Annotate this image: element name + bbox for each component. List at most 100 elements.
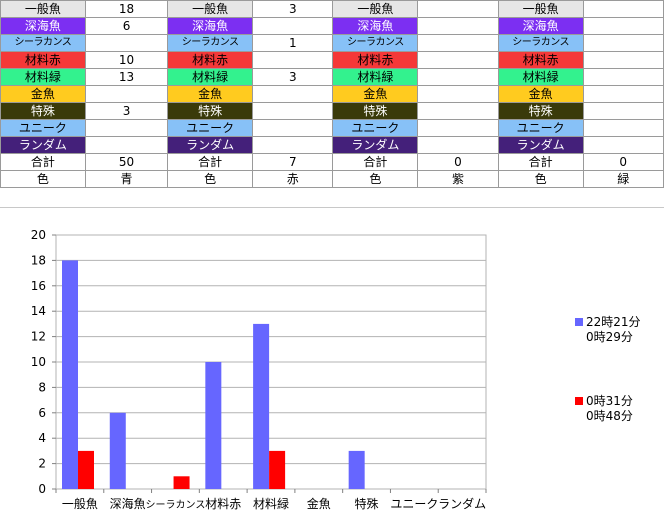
row-label-cell[interactable]: ランダム (332, 136, 419, 154)
value-cell[interactable]: 3 (252, 68, 334, 86)
value-cell[interactable] (417, 85, 499, 103)
value-cell[interactable] (84, 85, 169, 103)
row-label-cell[interactable]: 金魚 (0, 85, 86, 103)
row-label-cell[interactable]: 一般魚 (0, 0, 86, 18)
summary-table: 一般魚 18 一般魚 3 一般魚 一般魚 深海魚 6 深海魚 深海魚 深海魚 シーラカンス シーラカンス… (0, 0, 664, 188)
y-tick-label: 10 (31, 355, 46, 369)
chart-area: 0 2 4 6 8 10 12 14 16 18 20 一般魚 深海魚 シーラカンス 材料赤 材料緑 金魚 特殊ユ… (0, 207, 664, 519)
row-label-cell[interactable]: ランダム (497, 136, 584, 154)
row-label-cell[interactable]: 材料緑 (167, 68, 254, 86)
row-label-cell[interactable]: 色 (0, 170, 86, 188)
value-cell[interactable] (417, 136, 499, 154)
value-cell[interactable] (417, 34, 499, 52)
row-label-cell[interactable]: 深海魚 (497, 17, 584, 35)
row-label-cell[interactable]: 合計 (332, 153, 419, 171)
row-label-cell[interactable]: 金魚 (167, 85, 254, 103)
value-cell[interactable] (252, 85, 334, 103)
row-label-cell[interactable]: ユニーク (332, 119, 419, 137)
value-cell[interactable]: 緑 (582, 170, 664, 188)
value-cell[interactable]: 6 (84, 17, 169, 35)
y-tick-label: 4 (38, 431, 46, 445)
row-label-cell[interactable]: シーラカンス (497, 34, 584, 52)
value-cell[interactable] (252, 102, 334, 120)
row-label-cell[interactable]: 材料赤 (167, 51, 254, 69)
value-cell[interactable] (417, 68, 499, 86)
value-cell[interactable] (582, 136, 664, 154)
row-label-cell[interactable]: 色 (497, 170, 584, 188)
value-cell[interactable]: 7 (252, 153, 334, 171)
value-cell[interactable] (582, 68, 664, 86)
row-label-cell[interactable]: 金魚 (332, 85, 419, 103)
value-cell[interactable] (417, 102, 499, 120)
row-label-cell[interactable]: シーラカンス (167, 34, 254, 52)
value-cell[interactable] (417, 0, 499, 18)
row-label-cell[interactable]: 特殊 (167, 102, 254, 120)
row-label-cell[interactable]: 材料緑 (332, 68, 419, 86)
value-cell[interactable]: 紫 (417, 170, 499, 188)
value-cell[interactable] (252, 51, 334, 69)
value-cell[interactable]: 10 (84, 51, 169, 69)
row-label-cell[interactable]: ユニーク (0, 119, 86, 137)
row-label-cell[interactable]: 特殊 (497, 102, 584, 120)
value-cell[interactable]: 3 (84, 102, 169, 120)
table-row: 合計 50 合計 7 合計 0 合計 0 (0, 153, 664, 171)
value-cell[interactable] (417, 17, 499, 35)
value-cell[interactable] (417, 51, 499, 69)
row-label-cell[interactable]: ユニーク (167, 119, 254, 137)
value-cell[interactable] (582, 51, 664, 69)
row-label-cell[interactable]: 色 (167, 170, 254, 188)
row-label-cell[interactable]: 合計 (167, 153, 254, 171)
value-cell[interactable] (252, 119, 334, 137)
value-cell[interactable] (582, 85, 664, 103)
row-label-cell[interactable]: 特殊 (332, 102, 419, 120)
value-cell[interactable] (252, 136, 334, 154)
y-tick-label: 8 (38, 380, 46, 394)
y-tick-label: 2 (38, 457, 46, 471)
row-label-cell[interactable]: 一般魚 (167, 0, 254, 18)
value-cell[interactable] (582, 17, 664, 35)
value-cell[interactable] (582, 119, 664, 137)
row-label-cell[interactable]: ランダム (0, 136, 86, 154)
row-label-cell[interactable]: シーラカンス (0, 34, 86, 52)
row-label-cell[interactable]: 材料緑 (497, 68, 584, 86)
row-label-cell[interactable]: 深海魚 (332, 17, 419, 35)
row-label-cell[interactable]: 一般魚 (332, 0, 419, 18)
value-cell[interactable]: 0 (417, 153, 499, 171)
value-cell[interactable] (84, 34, 169, 52)
bar-chart: 0 2 4 6 8 10 12 14 16 18 20 一般魚 深海魚 シーラカンス 材料赤 材料緑 金魚 特殊ユ… (31, 228, 641, 511)
row-label-cell[interactable]: ユニーク (497, 119, 584, 137)
value-cell[interactable]: 0 (582, 153, 664, 171)
value-cell[interactable]: 18 (84, 0, 169, 18)
y-tick-label: 14 (31, 304, 46, 318)
value-cell[interactable]: 50 (84, 153, 169, 171)
value-cell[interactable] (417, 119, 499, 137)
value-cell[interactable] (252, 17, 334, 35)
row-label-cell[interactable]: 一般魚 (497, 0, 584, 18)
value-cell[interactable]: 赤 (252, 170, 334, 188)
bar (62, 260, 78, 489)
x-tick-label: 特殊 (355, 496, 379, 511)
row-label-cell[interactable]: 色 (332, 170, 419, 188)
value-cell[interactable]: 13 (84, 68, 169, 86)
row-label-cell[interactable]: 金魚 (497, 85, 584, 103)
row-label-cell[interactable]: 材料緑 (0, 68, 86, 86)
value-cell[interactable] (84, 119, 169, 137)
legend-label: 0時31分 (586, 394, 633, 408)
value-cell[interactable] (582, 34, 664, 52)
value-cell[interactable] (84, 136, 169, 154)
row-label-cell[interactable]: 材料赤 (0, 51, 86, 69)
value-cell[interactable] (582, 0, 664, 18)
row-label-cell[interactable]: 特殊 (0, 102, 86, 120)
row-label-cell[interactable]: ランダム (167, 136, 254, 154)
value-cell[interactable]: 青 (84, 170, 169, 188)
row-label-cell[interactable]: シーラカンス (332, 34, 419, 52)
row-label-cell[interactable]: 合計 (0, 153, 86, 171)
value-cell[interactable]: 1 (252, 34, 334, 52)
row-label-cell[interactable]: 材料赤 (497, 51, 584, 69)
value-cell[interactable]: 3 (252, 0, 334, 18)
row-label-cell[interactable]: 材料赤 (332, 51, 419, 69)
row-label-cell[interactable]: 深海魚 (167, 17, 254, 35)
value-cell[interactable] (582, 102, 664, 120)
row-label-cell[interactable]: 合計 (497, 153, 584, 171)
row-label-cell[interactable]: 深海魚 (0, 17, 86, 35)
